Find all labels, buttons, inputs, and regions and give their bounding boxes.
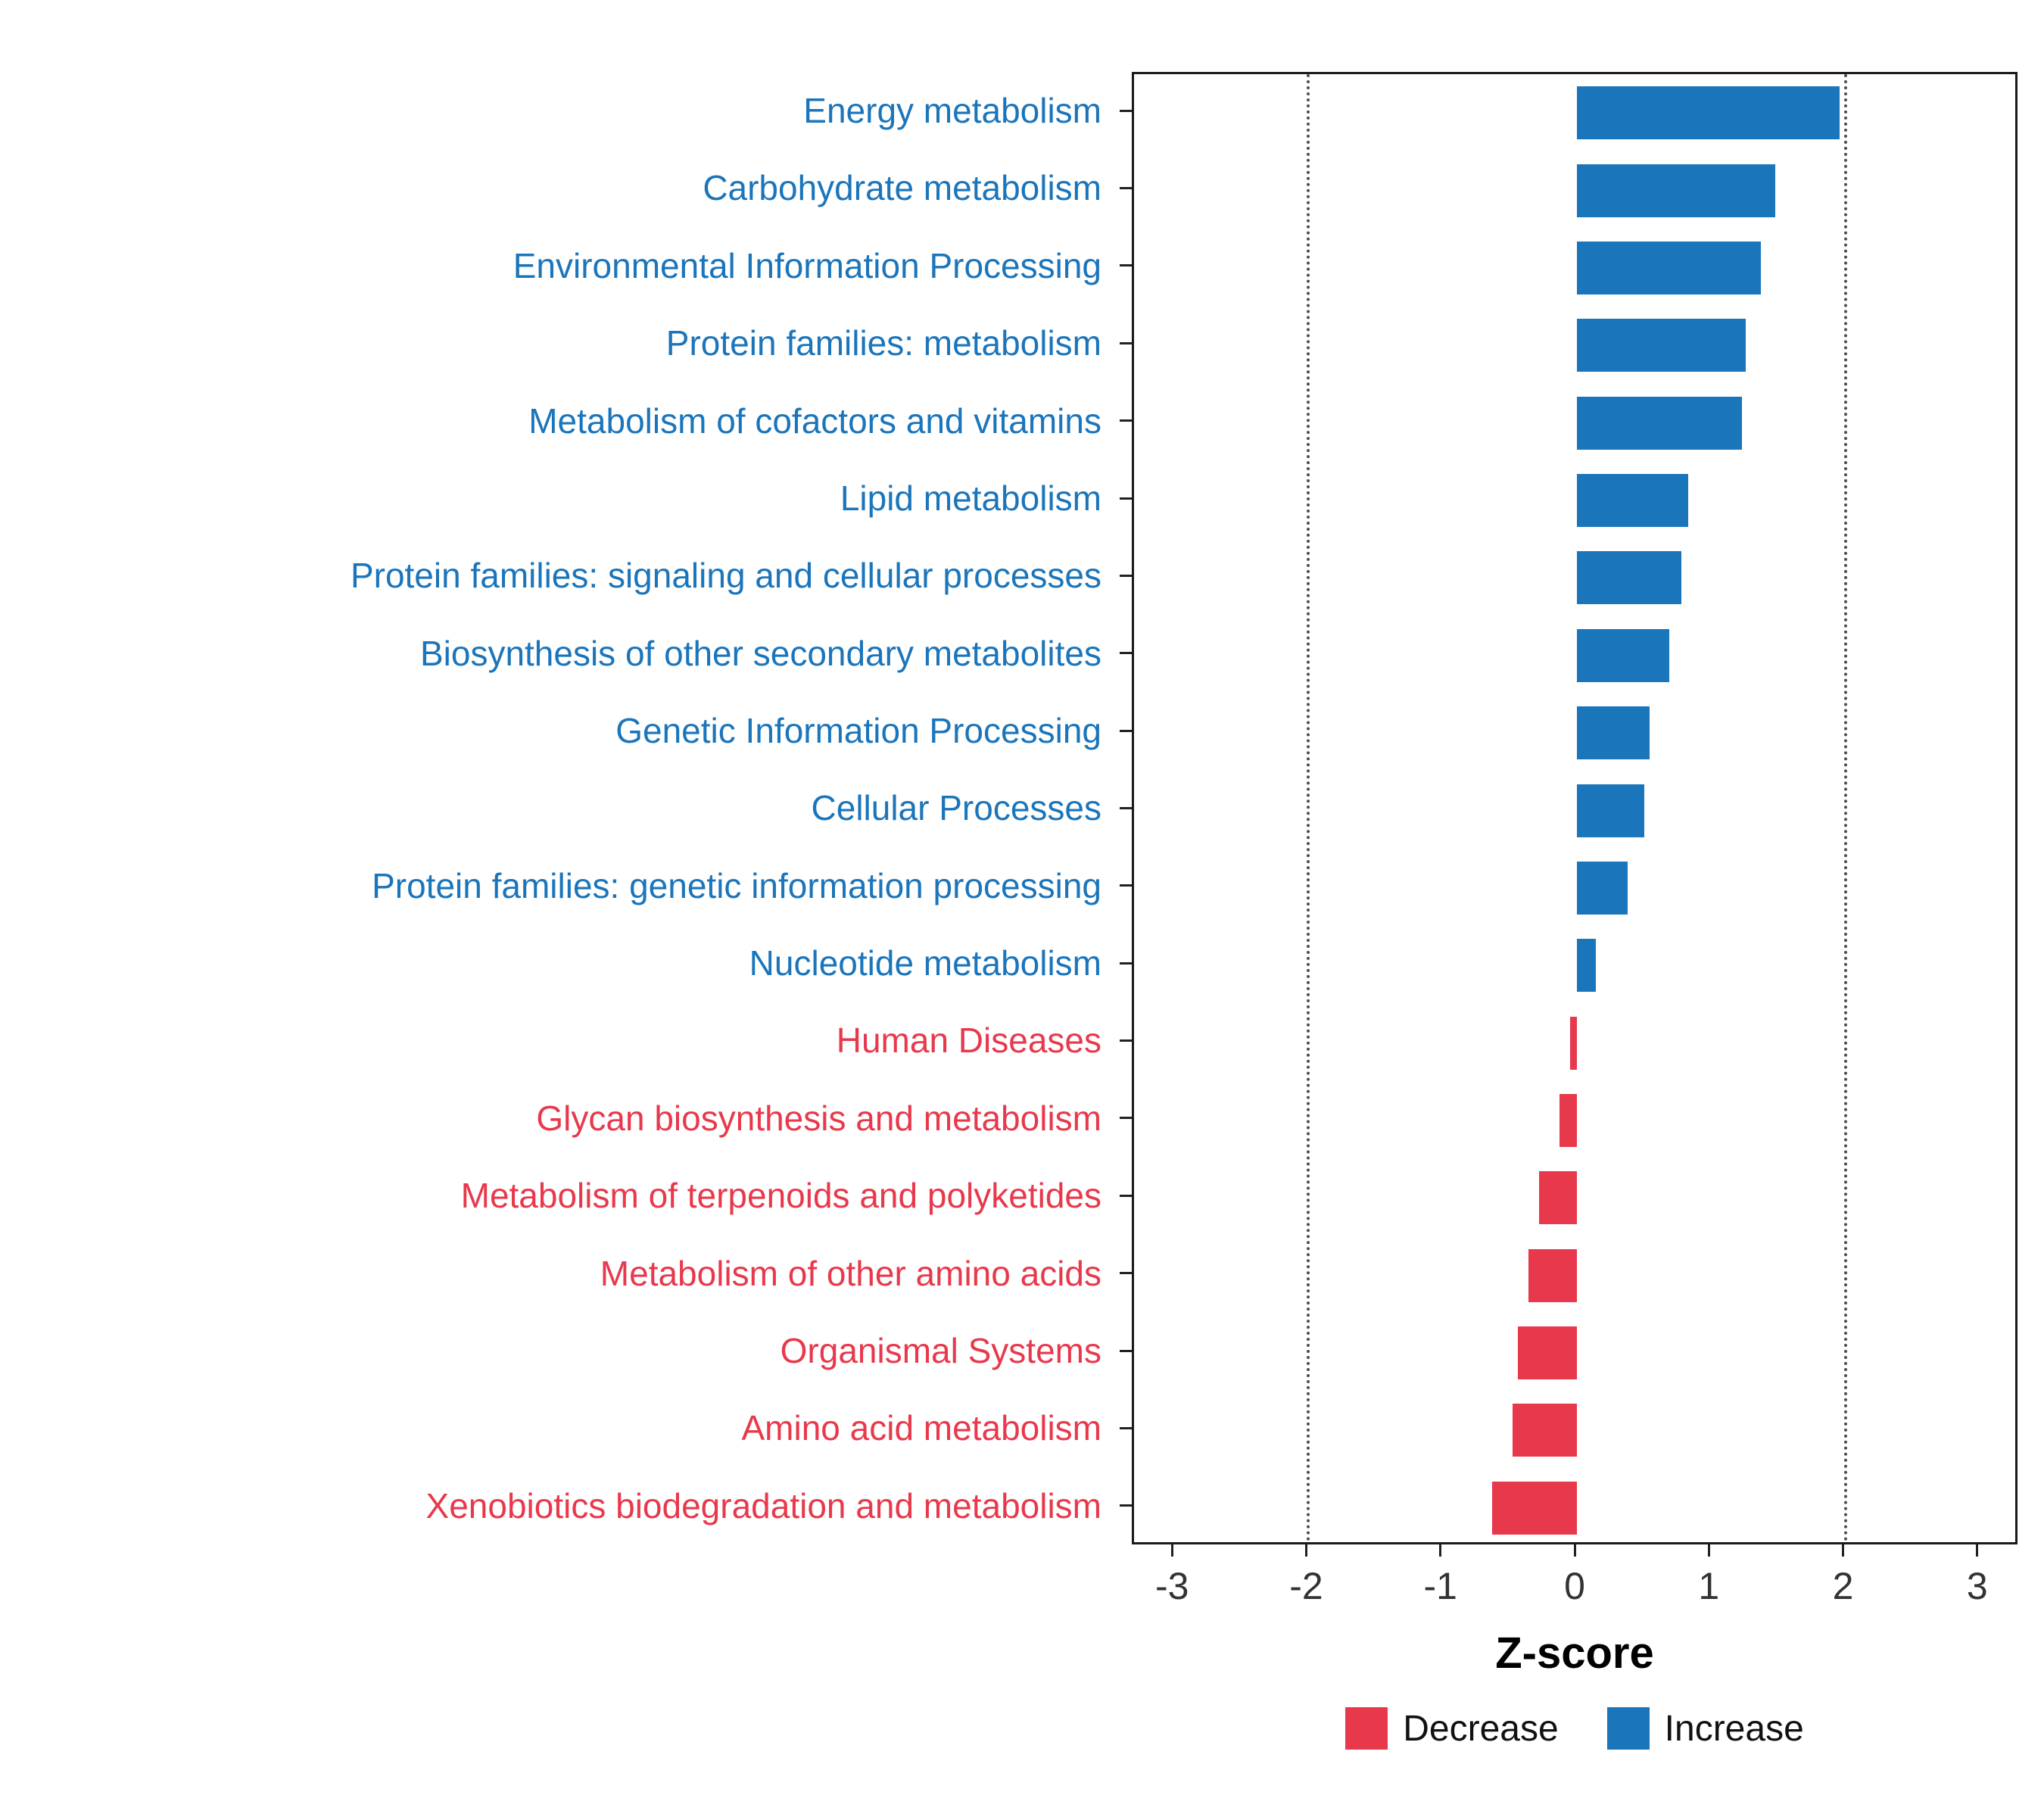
legend: Decrease Increase xyxy=(1132,1707,2018,1750)
bar xyxy=(1528,1248,1577,1302)
y-axis-tick xyxy=(1120,1349,1132,1352)
y-axis-tick xyxy=(1120,1117,1132,1120)
x-axis-tick-label: 2 xyxy=(1832,1565,1854,1607)
bar xyxy=(1570,1016,1577,1070)
bar xyxy=(1577,706,1650,760)
y-axis-tick xyxy=(1120,497,1132,500)
y-axis-tick xyxy=(1120,419,1132,422)
x-axis-tick xyxy=(1976,1544,1979,1557)
increase-label: Increase xyxy=(1664,1708,1804,1749)
bar xyxy=(1577,474,1689,528)
x-axis-tick-label: 0 xyxy=(1564,1565,1585,1607)
y-axis-tick xyxy=(1120,341,1132,344)
category-label: Protein families: genetic information pr… xyxy=(372,865,1101,905)
legend-item-increase: Increase xyxy=(1606,1707,1804,1750)
category-label: Glycan biosynthesis and metabolism xyxy=(536,1098,1101,1138)
category-label: Organismal Systems xyxy=(780,1330,1101,1370)
x-axis-tick xyxy=(1304,1544,1307,1557)
bar xyxy=(1512,1404,1577,1457)
legend-item-decrease: Decrease xyxy=(1345,1707,1559,1750)
y-axis-tick xyxy=(1120,884,1132,887)
y-axis-tick xyxy=(1120,1039,1132,1043)
x-axis-tick-label: -1 xyxy=(1423,1565,1457,1607)
category-label: Cellular Processes xyxy=(811,788,1101,828)
x-axis-tick-label: -3 xyxy=(1154,1565,1189,1607)
y-axis-tick xyxy=(1120,807,1132,809)
category-label: Energy metabolism xyxy=(803,91,1101,131)
x-axis-tick xyxy=(1573,1544,1576,1557)
x-axis-tick-label: -2 xyxy=(1289,1565,1323,1607)
bar xyxy=(1539,1171,1577,1225)
category-label: Lipid metabolism xyxy=(840,478,1101,518)
category-label: Xenobiotics biodegradation and metabolis… xyxy=(425,1485,1101,1526)
x-axis-tick xyxy=(1170,1544,1173,1557)
increase-swatch xyxy=(1606,1707,1650,1750)
category-label: Genetic Information Processing xyxy=(615,710,1101,750)
y-axis-tick xyxy=(1120,1426,1132,1429)
bar xyxy=(1577,241,1761,295)
reference-line xyxy=(1843,74,1847,1542)
y-axis-tick xyxy=(1120,264,1132,267)
y-axis-tick xyxy=(1120,574,1132,577)
y-axis-tick xyxy=(1120,961,1132,965)
category-label: Nucleotide metabolism xyxy=(749,943,1101,983)
category-label: Carbohydrate metabolism xyxy=(703,168,1101,208)
bar xyxy=(1577,164,1776,217)
category-label: Metabolism of other amino acids xyxy=(600,1253,1101,1293)
bar xyxy=(1559,1093,1577,1147)
y-axis-tick xyxy=(1120,652,1132,655)
x-axis-tick xyxy=(1439,1544,1442,1557)
x-axis-tick-label: 1 xyxy=(1698,1565,1720,1607)
y-axis-tick xyxy=(1120,729,1132,732)
x-axis-title: Z-score xyxy=(1495,1628,1654,1678)
bar xyxy=(1577,628,1670,682)
category-label: Human Diseases xyxy=(836,1021,1101,1061)
category-label: Biosynthesis of other secondary metaboli… xyxy=(419,633,1101,673)
x-axis-tick-label: 3 xyxy=(1966,1565,1988,1607)
bar xyxy=(1518,1326,1577,1380)
category-label: Amino acid metabolism xyxy=(741,1408,1101,1448)
bar xyxy=(1492,1481,1577,1535)
bar xyxy=(1577,784,1644,837)
decrease-swatch xyxy=(1345,1707,1388,1750)
bar xyxy=(1577,396,1743,450)
reference-line xyxy=(1307,74,1310,1542)
plot-panel xyxy=(1132,72,2018,1544)
y-axis-tick xyxy=(1120,109,1132,112)
bar xyxy=(1577,939,1596,993)
bar xyxy=(1577,861,1628,915)
bar xyxy=(1577,551,1682,605)
category-label: Metabolism of terpenoids and polyketides xyxy=(460,1176,1101,1216)
category-label: Protein families: signaling and cellular… xyxy=(350,556,1101,596)
decrease-label: Decrease xyxy=(1403,1708,1559,1749)
y-axis-tick xyxy=(1120,1194,1132,1197)
bar xyxy=(1577,319,1746,372)
x-axis-tick xyxy=(1842,1544,1845,1557)
category-label: Environmental Information Processing xyxy=(513,245,1101,285)
y-axis-tick xyxy=(1120,187,1132,190)
y-axis-tick xyxy=(1120,1504,1132,1507)
bar xyxy=(1577,86,1840,140)
category-label: Protein families: metabolism xyxy=(665,323,1101,363)
y-axis-tick xyxy=(1120,1272,1132,1275)
x-axis-tick xyxy=(1707,1544,1710,1557)
category-label: Metabolism of cofactors and vitamins xyxy=(528,400,1101,441)
